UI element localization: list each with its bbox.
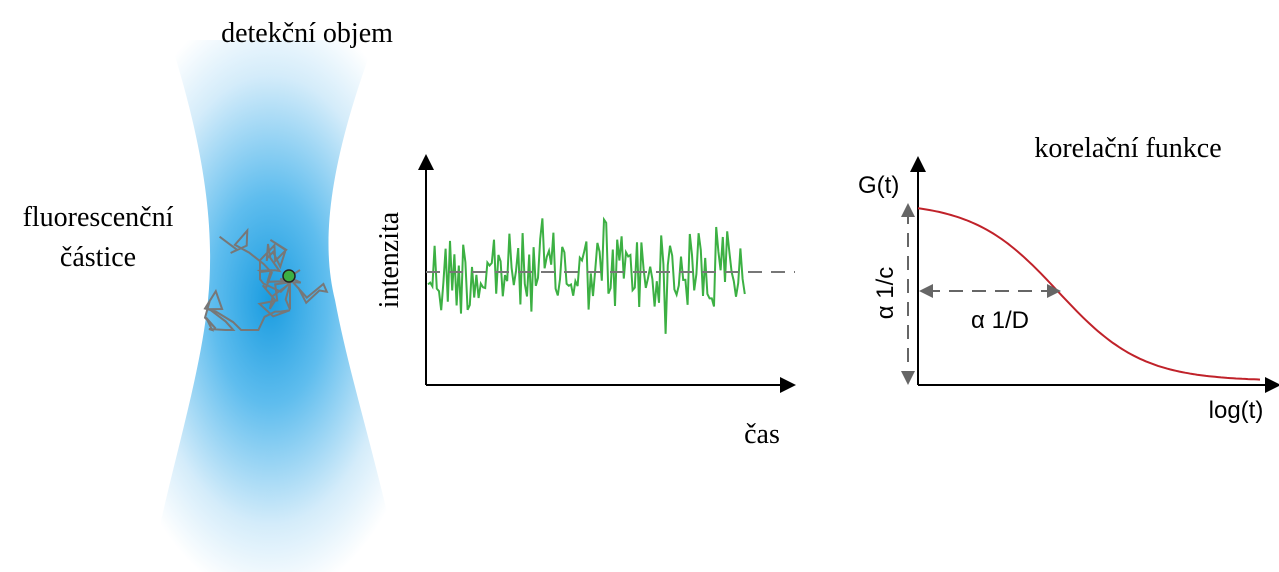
walk-path [256, 239, 329, 305]
walk-path [203, 227, 292, 332]
particle-label: fluorescenční [23, 202, 174, 233]
random-walk [203, 227, 329, 332]
x-axis-label: log(t) [1209, 397, 1264, 424]
y-axis-label: intenzita [374, 211, 405, 308]
particle-label: částice [60, 242, 136, 273]
time-label: α 1/D [971, 307, 1029, 334]
amplitude-label: α 1/c [872, 267, 899, 320]
correlation-title: korelační funkce [1034, 133, 1221, 164]
detection-volume [150, 40, 400, 572]
correlation-curve [917, 207, 1261, 381]
x-axis-label: čas [744, 419, 780, 450]
y-axis-label: G(t) [858, 172, 899, 199]
intensity-trace [427, 216, 746, 334]
particle [282, 269, 296, 283]
detection-volume-label: detekční objem [221, 18, 393, 49]
